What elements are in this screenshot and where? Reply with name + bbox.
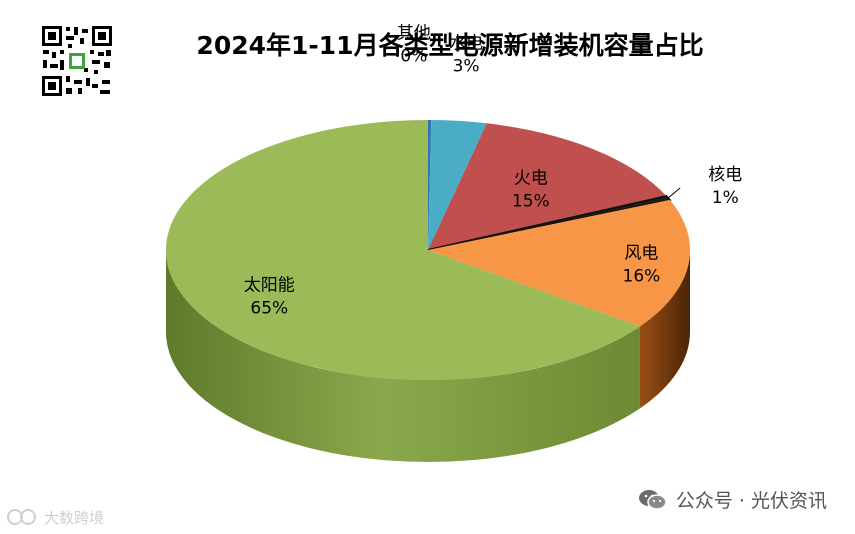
slice-label-name-2: 火电 [514,169,548,189]
wechat-icon [638,489,667,510]
slice-label-value-3: 1% [712,188,739,208]
watermark-right-text: 公众号 · 光伏资讯 [675,490,827,512]
slice-label-value-0: 0% [400,47,427,67]
dashujujing-logo-icon [7,509,36,525]
watermark-right: 公众号 · 光伏资讯 [638,486,827,513]
pie-slice-5 [165,120,640,380]
slice-label-name-5: 太阳能 [244,276,295,296]
qr-code-icon [40,24,114,98]
slice-label-value-1: 3% [453,57,480,77]
chart-title: 2024年1-11月各类型电源新增装机容量占比 [196,31,704,60]
watermark-left: 大数跨境 [6,506,104,528]
slice-label-name-4: 风电 [624,243,658,263]
pie-slice-0 [428,119,432,250]
slice-label-value-2: 15% [512,192,550,212]
pie-side-5 [166,250,640,462]
slice-label-name-3: 核电 [708,165,742,185]
leader-line-nuclear [667,187,681,199]
pie-side-4 [639,250,690,409]
watermark-left-text: 大数跨境 [44,508,105,527]
slice-label-name-0: 其他 [397,24,431,44]
pie-slice-2 [428,123,667,250]
slice-label-name-1: 水电 [449,34,483,54]
pie-slice-1 [428,120,487,250]
pie-slice-4 [428,199,690,327]
slice-label-value-4: 16% [623,266,661,286]
slice-label-value-5: 65% [250,299,288,319]
